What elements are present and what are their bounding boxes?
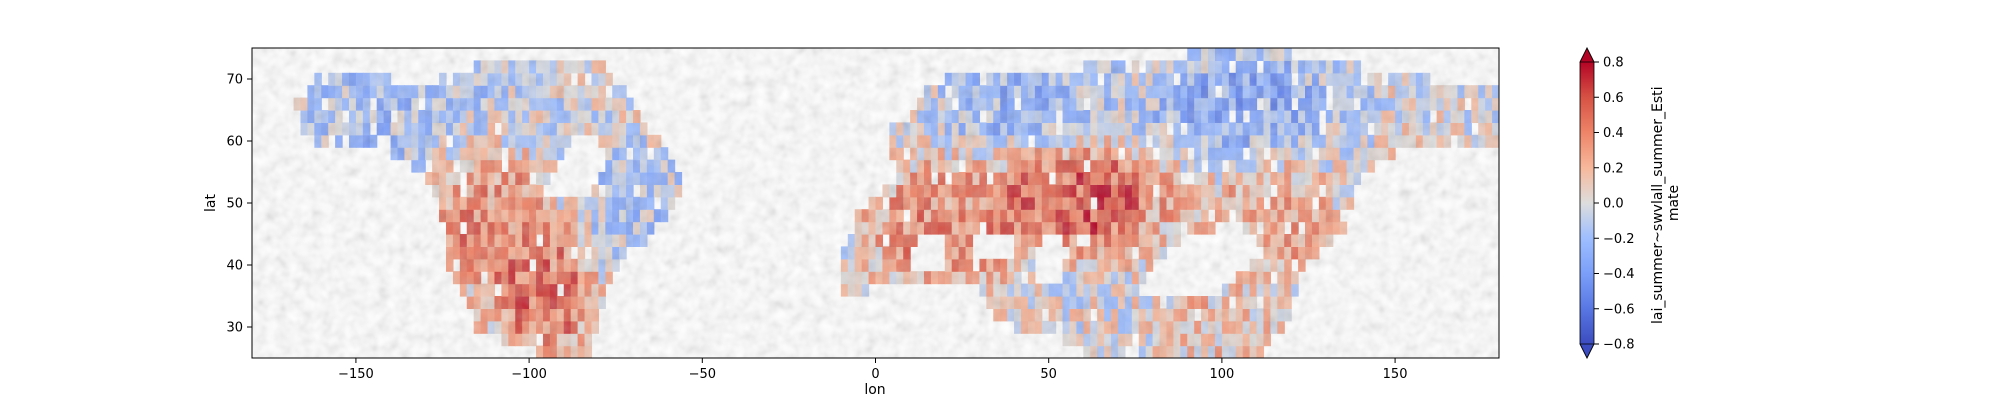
colorbar-label-line-2: mate — [1666, 185, 1682, 221]
x-tick-label: 0 — [871, 367, 879, 382]
colorbar-tick-label: 0.0 — [1603, 197, 1624, 212]
y-axis-label: lat — [203, 194, 219, 212]
colorbar-tick-label: 0.2 — [1603, 161, 1624, 176]
colorbar-tick-label: −0.6 — [1603, 302, 1635, 317]
y-tick-label: 70 — [226, 73, 243, 88]
x-axis-label: lon — [864, 382, 885, 398]
colorbar-label-line-1: lai_summer~swvlall_summer_Esti — [1650, 86, 1666, 324]
x-axis-ticks: −150 −100 −50 0 50 100 150 — [338, 358, 1407, 382]
x-tick-label: 50 — [1040, 367, 1057, 382]
x-tick-label: 100 — [1209, 367, 1234, 382]
colorbar-body — [1580, 62, 1594, 344]
x-tick-label: −100 — [511, 367, 547, 382]
texture-overlay — [252, 48, 1499, 358]
colorbar-tick-label: 0.4 — [1603, 126, 1624, 141]
y-axis-ticks: 30 40 50 60 70 — [226, 73, 252, 336]
x-tick-label: 150 — [1383, 367, 1408, 382]
colorbar-tick-label: −0.2 — [1603, 232, 1635, 247]
x-tick-label: −50 — [689, 367, 716, 382]
colorbar-tick-label: −0.4 — [1603, 267, 1635, 282]
colorbar-tick-label: −0.8 — [1603, 338, 1635, 353]
colorbar-extend-max — [1579, 47, 1595, 63]
colorbar-ticks: −0.8 −0.6 −0.4 −0.2 0.0 0.2 0.4 0.6 0.8 — [1594, 56, 1635, 353]
colorbar-label: lai_summer~swvlall_summer_Esti mate — [1650, 82, 1682, 324]
colorbar-extend-min — [1579, 343, 1595, 359]
x-tick-label: −150 — [338, 367, 374, 382]
y-tick-label: 60 — [226, 135, 243, 150]
colorbar-tick-label: 0.6 — [1603, 91, 1624, 106]
colorbar-tick-label: 0.8 — [1603, 56, 1624, 71]
y-tick-label: 30 — [226, 321, 243, 336]
colorbar: −0.8 −0.6 −0.4 −0.2 0.0 0.2 0.4 0.6 0.8 lai_summ… — [1579, 47, 1682, 359]
heatmap-map — [252, 48, 1499, 358]
y-tick-label: 40 — [226, 259, 243, 274]
y-tick-label: 50 — [226, 197, 243, 212]
